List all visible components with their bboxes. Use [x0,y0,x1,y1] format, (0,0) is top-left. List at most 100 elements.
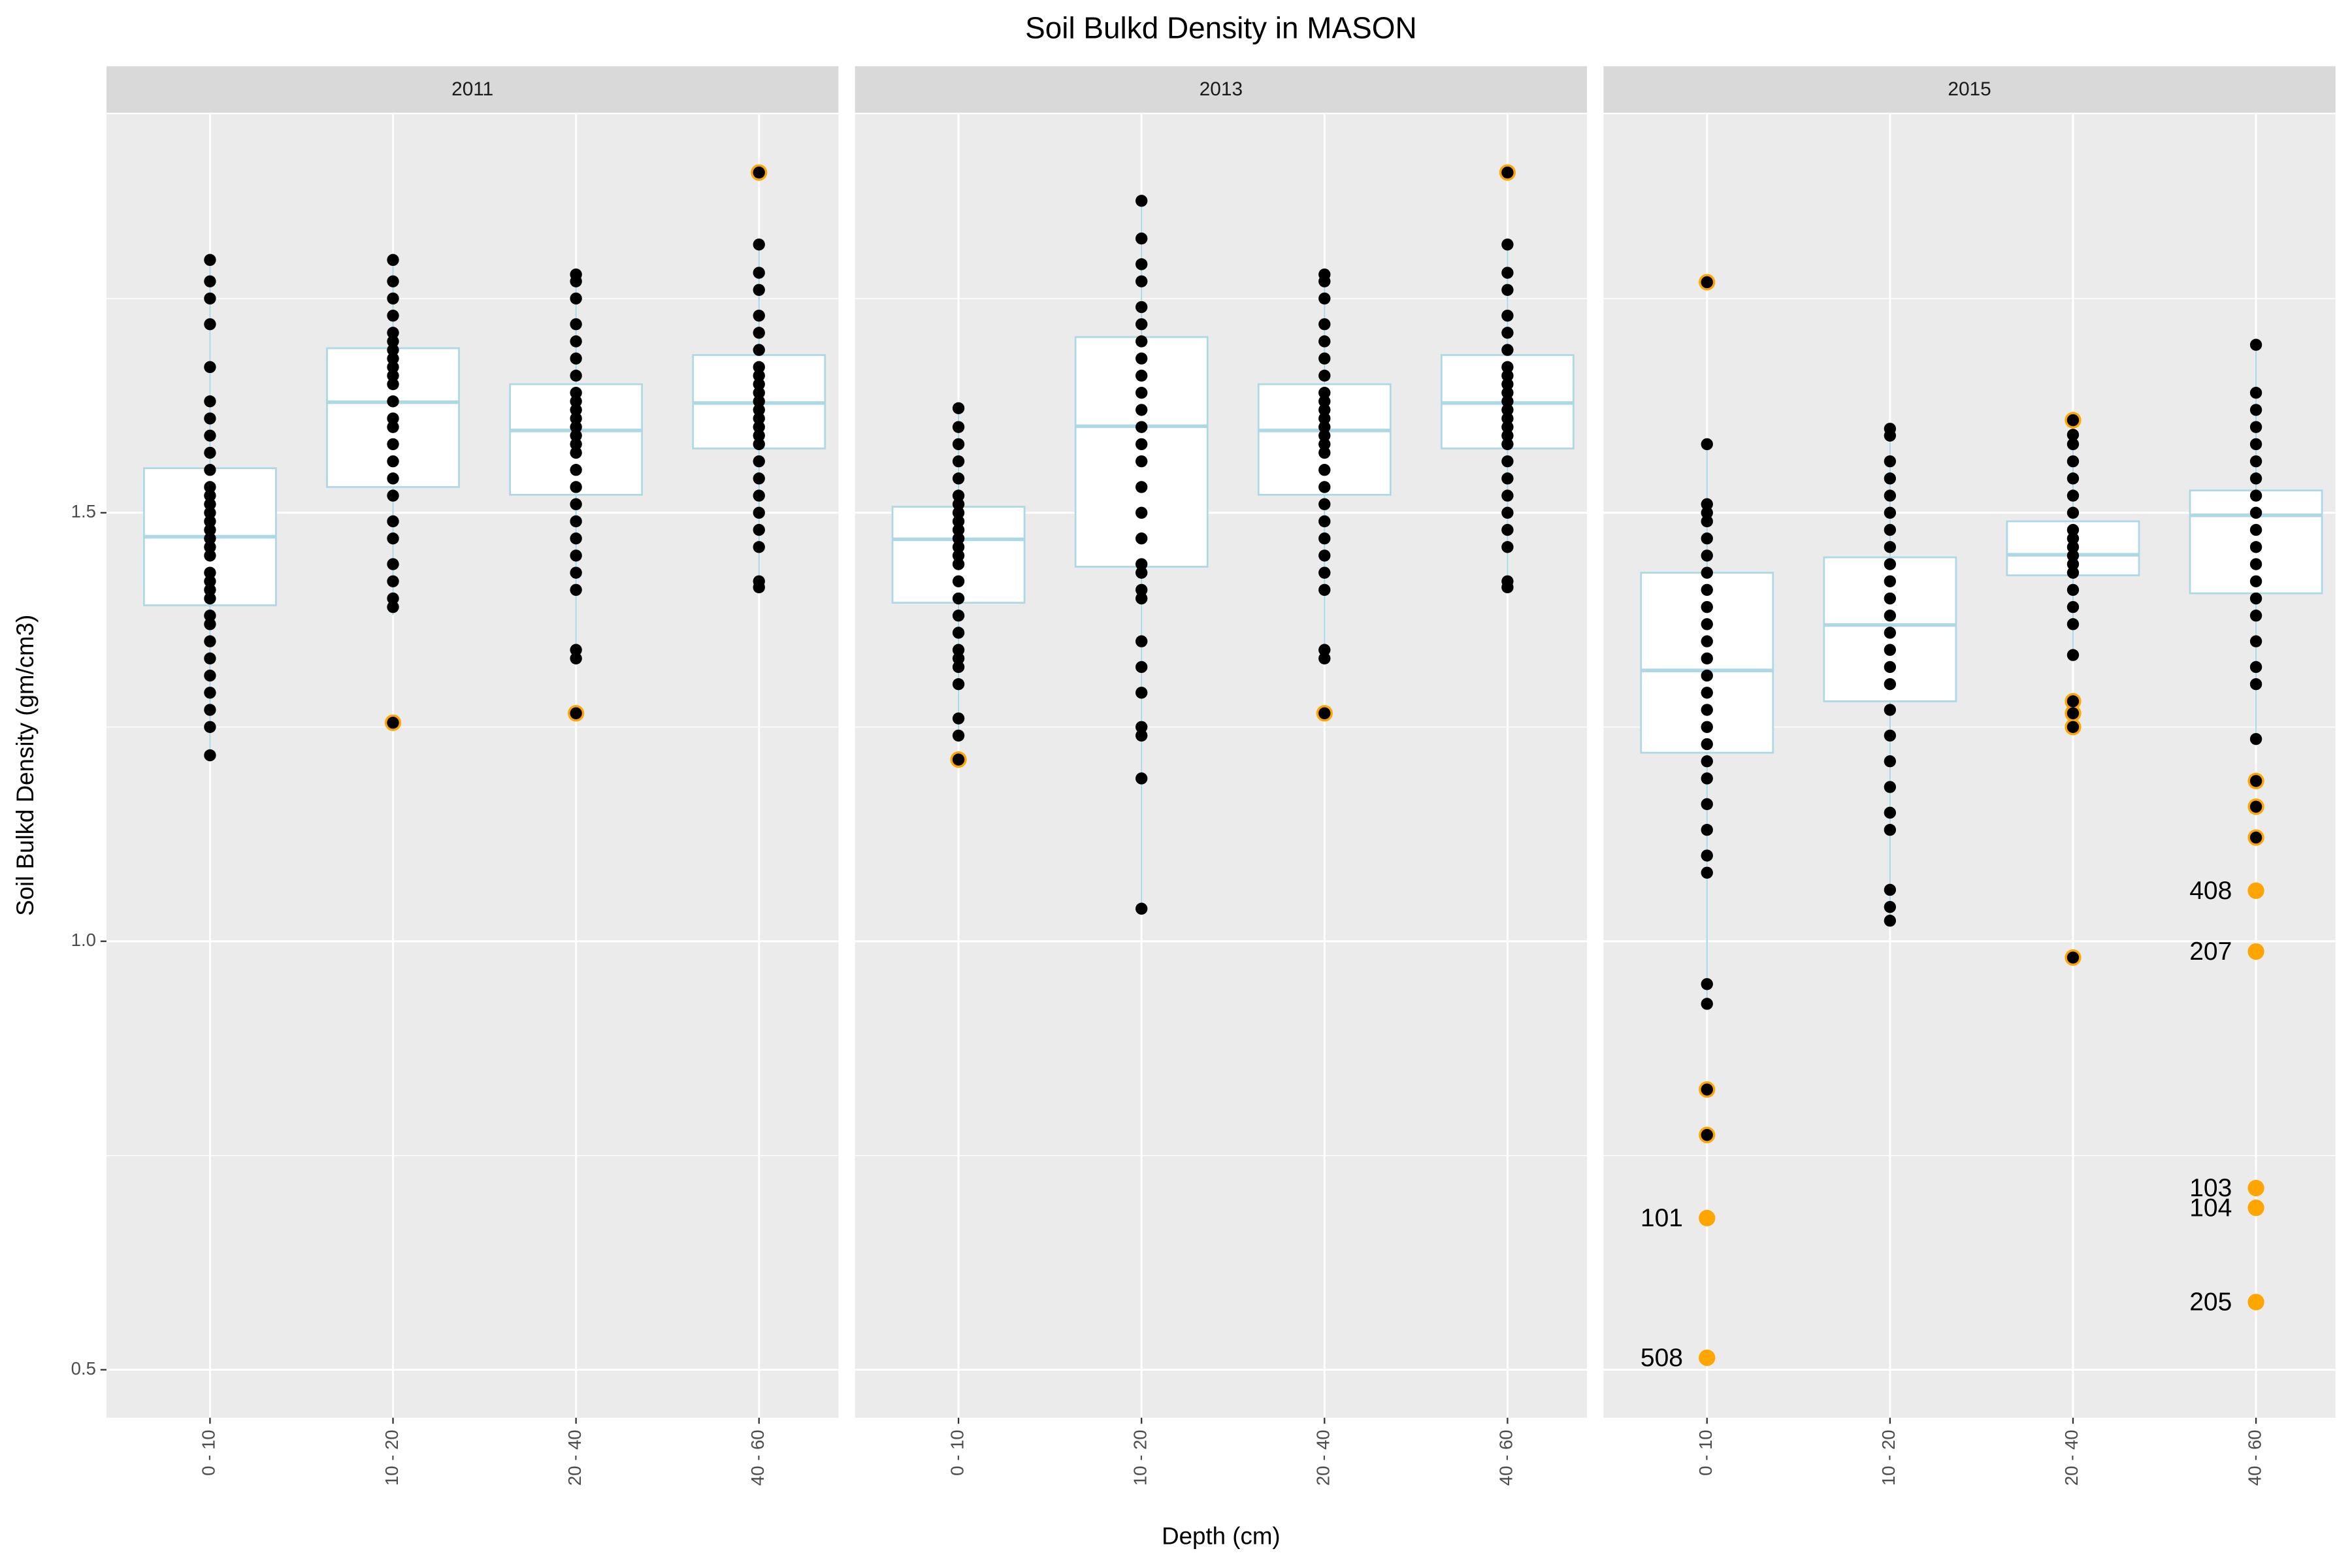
point [1135,195,1148,207]
point [204,618,216,630]
point [1501,166,1514,179]
point [204,253,216,267]
point [1501,429,1514,442]
point [753,267,765,279]
point [1135,335,1148,348]
point [952,753,965,766]
point [1501,361,1514,374]
point [2249,404,2262,416]
point [570,583,582,596]
outlier-label: 508 [1641,1344,1683,1372]
point [1318,429,1331,442]
point [1884,806,1897,819]
point [570,292,582,305]
point [1318,369,1331,382]
point [753,361,765,374]
point [1701,798,1713,811]
point [1701,532,1713,545]
point [387,421,399,433]
point [1701,849,1713,862]
point [952,644,965,656]
point [2249,387,2262,399]
point [1884,455,1897,468]
point [2249,661,2262,674]
point [952,678,965,691]
strip [1603,66,2336,113]
point [2249,438,2262,451]
point [2066,951,2080,964]
point [1135,404,1148,416]
point [1135,558,1148,570]
point [1701,772,1713,785]
point [1884,644,1897,656]
point [1135,455,1148,468]
point [387,489,399,502]
point [952,532,965,545]
point [2066,583,2080,596]
point [2249,489,2262,502]
point [204,610,216,622]
point [952,661,965,674]
outlier [2247,943,2264,960]
point [387,275,399,287]
point [204,464,216,476]
point [204,498,216,510]
point [2066,455,2080,468]
point [1318,412,1331,425]
y-axis-label: Soil Bulkd Density (gm/cm3) [12,615,39,916]
point [1501,395,1514,408]
point [2249,831,2262,844]
point [2066,566,2080,579]
point [2249,635,2262,647]
point [1318,652,1331,665]
point [753,369,765,382]
point [570,707,582,719]
point [1135,258,1148,270]
point [952,729,965,742]
point [570,644,582,656]
point [1701,583,1713,596]
point [204,583,216,596]
point [952,498,965,510]
point [570,412,582,425]
point [570,369,582,382]
point [1884,592,1897,605]
point [1318,707,1331,719]
point [387,352,399,365]
point [570,566,582,579]
point [753,455,765,468]
point [1701,438,1713,451]
point [570,429,582,442]
point [1701,515,1713,528]
point [1318,498,1331,510]
point [1318,335,1331,348]
point [387,369,399,382]
point [570,404,582,416]
point [1135,729,1148,742]
point [570,464,582,476]
point [753,238,765,251]
x-tick-label: 0 - 10 [1695,1429,1716,1475]
point [1501,575,1514,587]
point [1135,301,1148,314]
point [1701,721,1713,733]
outlier [2247,1200,2264,1217]
point [952,575,965,587]
point [1884,915,1897,927]
point [1318,481,1331,493]
point [1701,866,1713,879]
point [952,523,965,536]
point [204,489,216,502]
point [1501,369,1514,382]
point [387,558,399,570]
point [204,275,216,287]
point [1701,276,1713,289]
point [1318,387,1331,399]
point [2249,558,2262,570]
point [1884,506,1897,519]
point [1318,438,1331,451]
point [1884,472,1897,485]
point [1318,566,1331,579]
point [1884,661,1897,674]
